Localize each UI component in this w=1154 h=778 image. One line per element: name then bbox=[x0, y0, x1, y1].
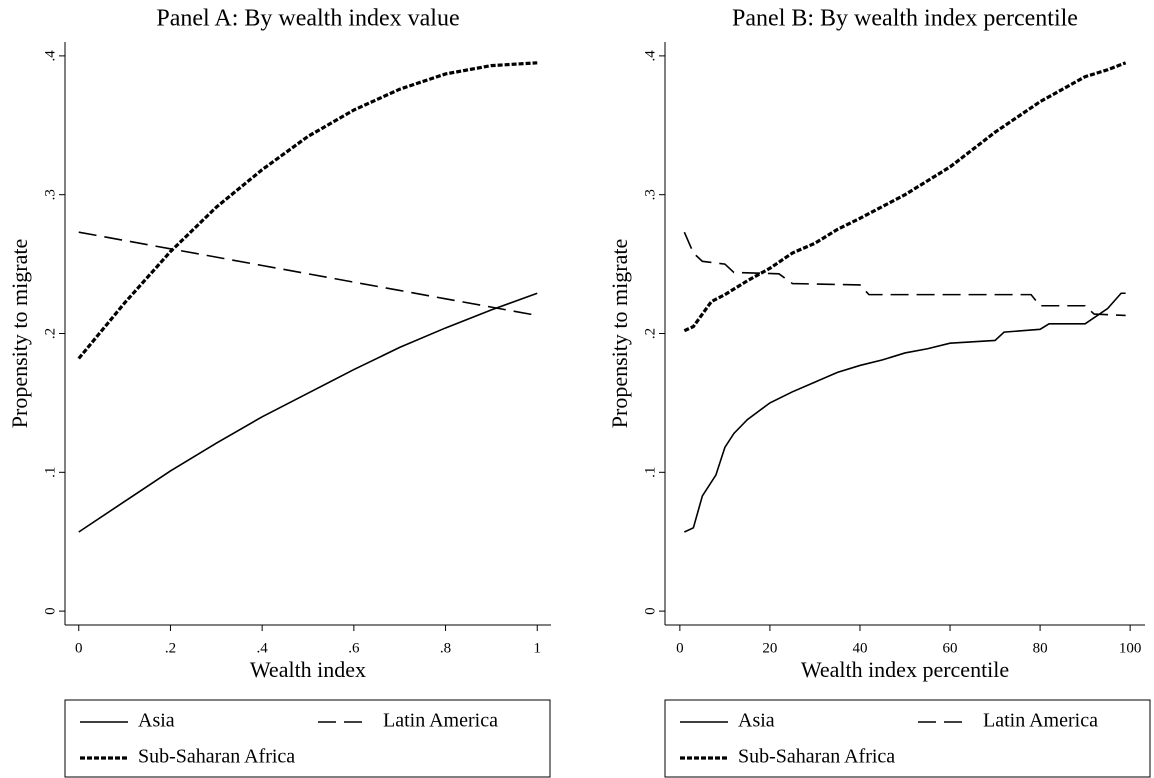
x-tick-label: .8 bbox=[440, 640, 451, 656]
x-tick-label: .4 bbox=[257, 640, 269, 656]
legend-box bbox=[64, 699, 551, 778]
series-line bbox=[683, 61, 1127, 333]
legend-label: Sub-Saharan Africa bbox=[138, 746, 295, 768]
x-tick-label: 60 bbox=[943, 640, 958, 656]
y-tick-label: .2 bbox=[42, 328, 58, 339]
x-tick-label: 0 bbox=[676, 640, 684, 656]
x-tick-label: 1 bbox=[533, 640, 541, 656]
panel: Panel B: By wealth index percentile 0 .1 .2… bbox=[607, 6, 1151, 778]
y-tick-label: .1 bbox=[642, 467, 658, 478]
x-tick-label: .2 bbox=[165, 640, 176, 656]
x-tick-label: 20 bbox=[762, 640, 777, 656]
y-tick-label: .4 bbox=[642, 50, 658, 62]
legend-label: Latin America bbox=[383, 710, 498, 732]
series-line bbox=[78, 231, 538, 317]
legend-label: Asia bbox=[738, 710, 775, 732]
y-axis-title: Propensity to migrate bbox=[7, 239, 32, 428]
legend-label: Sub-Saharan Africa bbox=[738, 746, 895, 768]
y-tick-label: 0 bbox=[42, 607, 58, 615]
series-line bbox=[683, 231, 1126, 317]
y-tick-label: .4 bbox=[42, 50, 58, 62]
y-tick-label: .2 bbox=[642, 328, 658, 339]
x-tick-label: 0 bbox=[75, 640, 83, 656]
legend-box bbox=[664, 699, 1151, 778]
series-line bbox=[77, 61, 538, 360]
chart-title: Panel A: By wealth index value bbox=[156, 6, 459, 32]
x-tick-label: 100 bbox=[1119, 640, 1142, 656]
series-line bbox=[78, 292, 538, 533]
x-tick-label: .6 bbox=[348, 640, 360, 656]
y-tick-label: .1 bbox=[42, 467, 58, 478]
y-tick-label: .3 bbox=[42, 189, 58, 200]
legend-label: Asia bbox=[138, 710, 175, 732]
series-line bbox=[684, 292, 1126, 533]
panel: Panel A: By wealth index value 0 .1 .2 .3 .4 0… bbox=[7, 6, 551, 778]
x-tick-label: 40 bbox=[852, 640, 867, 656]
y-axis-title: Propensity to migrate bbox=[607, 239, 632, 428]
x-axis-title: Wealth index bbox=[250, 657, 366, 682]
chart-title: Panel B: By wealth index percentile bbox=[732, 6, 1078, 32]
y-tick-label: .3 bbox=[642, 189, 658, 200]
x-tick-label: 80 bbox=[1033, 640, 1048, 656]
legend-label: Latin America bbox=[983, 710, 1098, 732]
y-tick-label: 0 bbox=[642, 607, 658, 615]
x-axis-title: Wealth index percentile bbox=[801, 657, 1009, 682]
